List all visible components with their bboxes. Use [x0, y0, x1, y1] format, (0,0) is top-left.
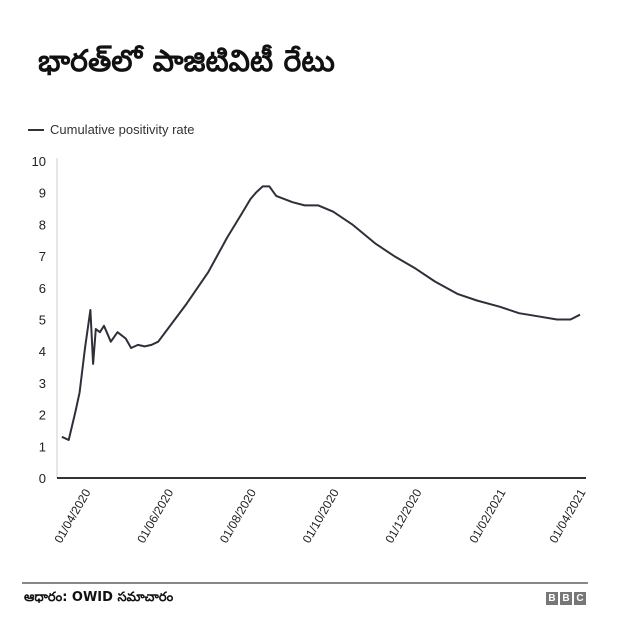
bbc-logo: B B C [546, 592, 586, 605]
legend-line-icon [28, 128, 44, 131]
chart-title: భారత్‌లో పాజిటివిటీ రేటు [38, 44, 335, 79]
y-tick-label: 4 [39, 344, 46, 359]
x-tick-label: 01/08/2020 [217, 486, 259, 545]
y-axis-ticks: 0 1 2 3 4 5 6 7 8 9 10 [32, 154, 46, 486]
y-tick-label: 9 [39, 186, 46, 201]
source-note: ఆధారం: OWID సమాచారం [24, 590, 174, 605]
x-tick-label: 01/04/2021 [546, 486, 588, 545]
x-tick-label: 01/10/2020 [300, 486, 342, 545]
positivity-rate-line [61, 185, 581, 441]
y-tick-label: 2 [39, 408, 46, 423]
x-tick-label: 01/04/2020 [51, 486, 93, 545]
y-tick-label: 1 [39, 439, 46, 454]
y-tick-label: 5 [39, 313, 46, 328]
y-tick-label: 10 [32, 154, 46, 169]
x-tick-label: 01/02/2021 [466, 486, 508, 545]
bbc-logo-b1: B [546, 592, 558, 605]
footer-divider [22, 582, 588, 584]
x-axis-ticks: 01/04/2020 01/06/2020 01/08/2020 01/10/2020… [51, 486, 588, 545]
y-tick-label: 8 [39, 217, 46, 232]
bbc-logo-b2: B [560, 592, 572, 605]
y-tick-label: 7 [39, 249, 46, 264]
y-tick-label: 6 [39, 281, 46, 296]
y-tick-label: 0 [39, 471, 46, 486]
x-tick-label: 01/06/2020 [134, 486, 176, 545]
bbc-logo-c: C [574, 592, 586, 605]
legend: Cumulative positivity rate [28, 122, 195, 137]
legend-label: Cumulative positivity rate [50, 122, 195, 137]
y-tick-label: 3 [39, 376, 46, 391]
x-tick-label: 01/12/2020 [382, 486, 424, 545]
